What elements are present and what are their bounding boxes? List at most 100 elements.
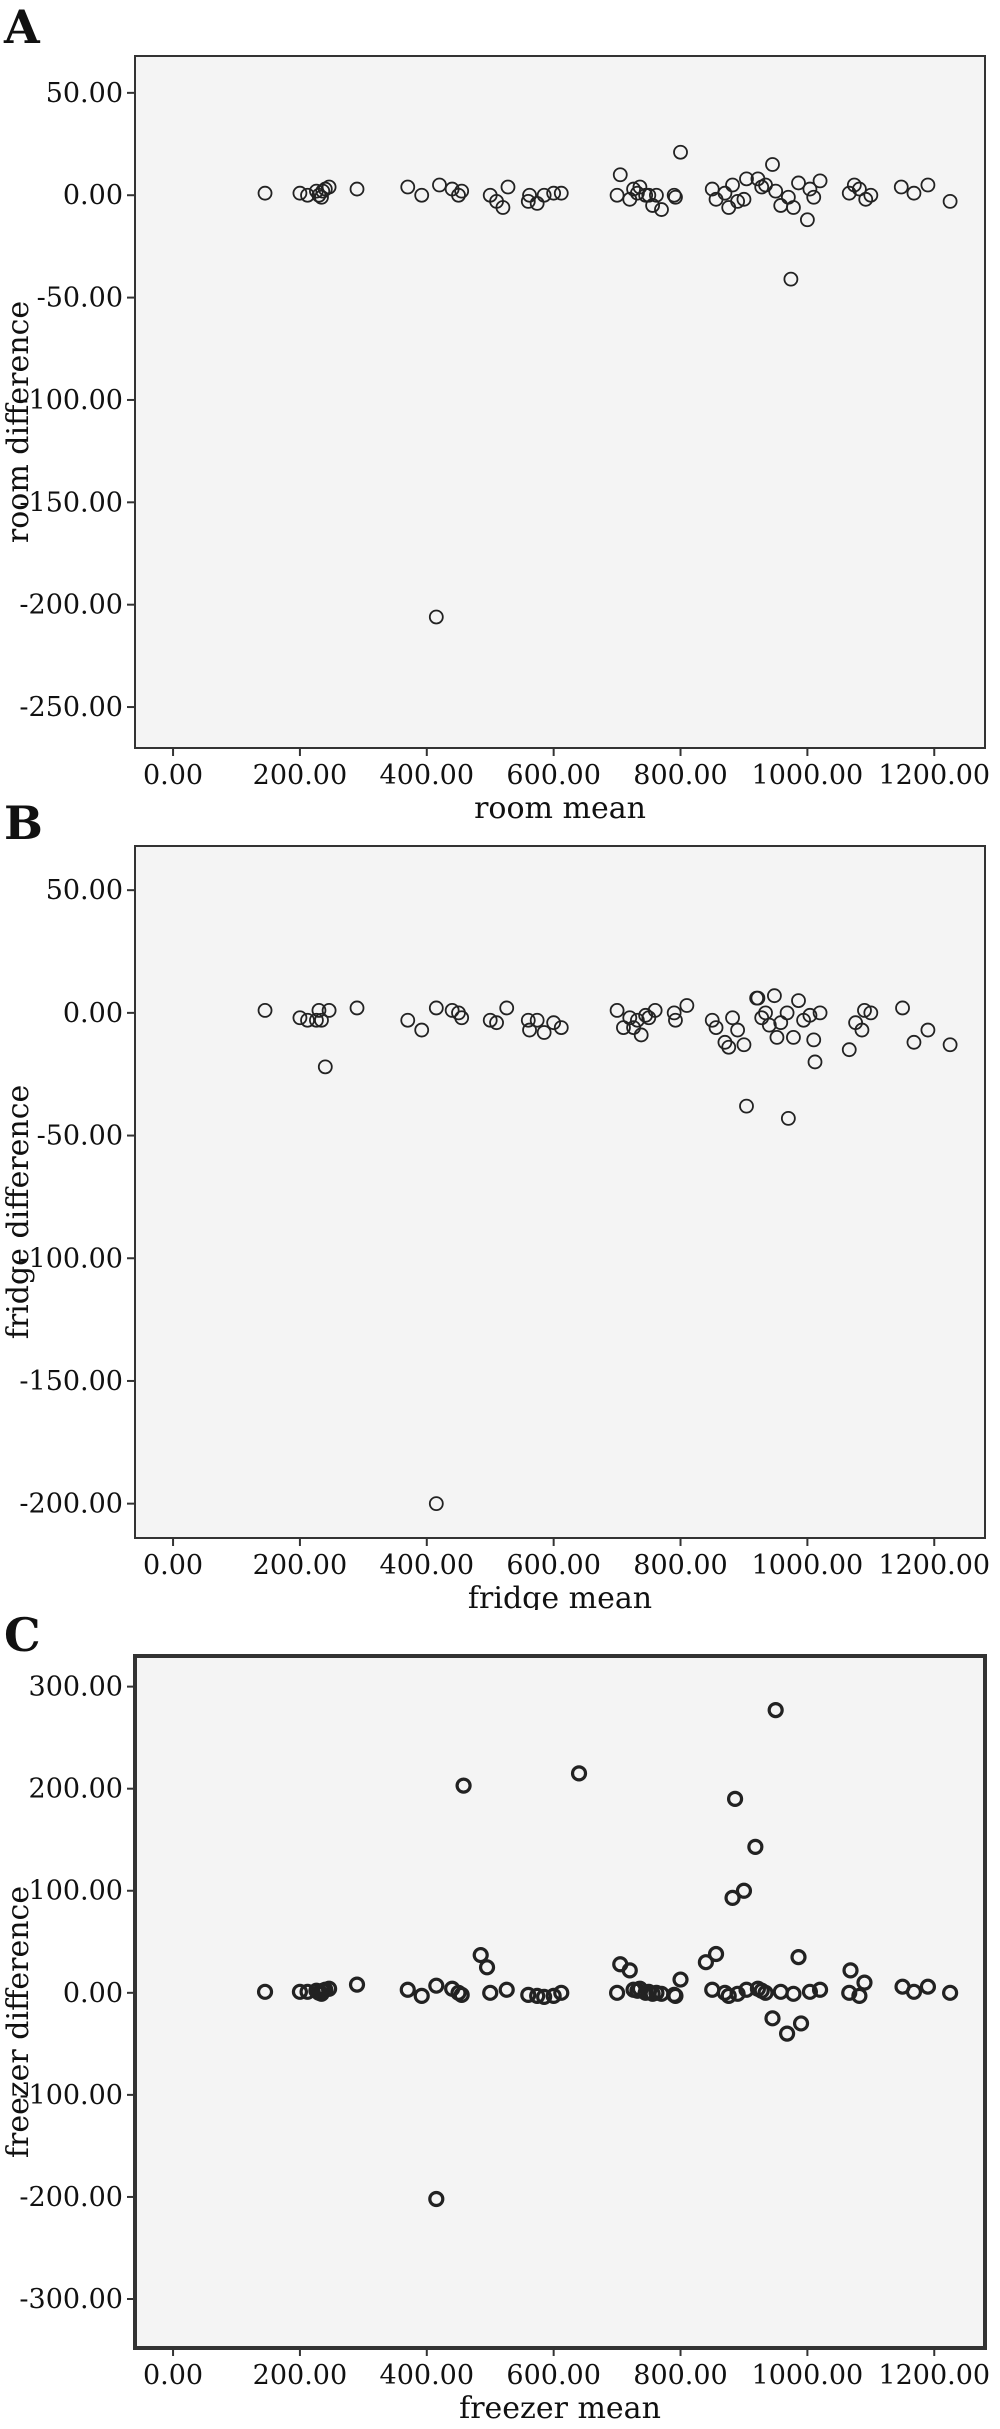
x-tick-label: 1200.00 (878, 1550, 990, 1581)
data-point (482, 1984, 499, 2001)
y-tick-label: 200.00 (29, 1774, 123, 1805)
plot-area (134, 55, 986, 749)
data-point (736, 191, 752, 207)
data-point (667, 1987, 684, 2004)
data-point (321, 179, 337, 195)
data-point (893, 179, 909, 195)
data-point (622, 1010, 638, 1026)
y-tick-label: 100.00 (29, 1876, 123, 1907)
data-point (790, 1948, 807, 1966)
data-point (729, 1985, 746, 2002)
data-point (400, 1012, 416, 1028)
data-point (842, 1962, 859, 1979)
x-tick-label: 0.00 (143, 1550, 203, 1581)
data-point (786, 1030, 801, 1045)
data-point (612, 167, 628, 183)
data-point (414, 187, 430, 203)
y-tick-label: -100.00 (19, 385, 123, 416)
data-point (522, 187, 537, 203)
plot-area (133, 1654, 987, 2350)
y-tick-label: -200.00 (19, 590, 123, 621)
data-point (520, 1986, 537, 2003)
data-point (730, 193, 746, 209)
data-point (309, 1012, 324, 1028)
data-point (779, 1005, 795, 1021)
data-point (645, 198, 661, 213)
data-point (791, 993, 806, 1008)
data-point (444, 1003, 460, 1018)
data-point (778, 2025, 796, 2042)
x-tick-label: 600.00 (506, 2360, 600, 2391)
data-point (863, 187, 879, 203)
data-point (673, 144, 688, 160)
data-point (454, 183, 470, 199)
data-point (453, 1986, 470, 2003)
y-tick-label: -200.00 (19, 2182, 123, 2213)
x-tick-label: 1200.00 (878, 2360, 990, 2391)
data-point (841, 1984, 858, 2001)
data-point (802, 181, 818, 197)
panel-letter-a: A (4, 0, 40, 54)
x-tick-label: 1000.00 (752, 760, 864, 791)
y-tick-label: -100.00 (19, 2080, 123, 2111)
data-point (428, 609, 444, 625)
data-point (414, 1022, 430, 1038)
data-point (314, 1012, 329, 1028)
x-tick-label: 600.00 (506, 760, 600, 791)
data-point (520, 1012, 536, 1028)
data-point (609, 1003, 625, 1018)
data-point (489, 1015, 504, 1031)
data-point (736, 1037, 752, 1053)
data-point (942, 1984, 959, 2001)
data-point (472, 1946, 489, 1964)
data-point (609, 187, 625, 203)
data-point (629, 1012, 645, 1028)
x-tick-label: 1000.00 (752, 1550, 864, 1581)
data-point (707, 1945, 725, 1963)
x-tick-label: 800.00 (633, 760, 727, 791)
data-point (735, 1882, 753, 1899)
data-point (906, 1034, 922, 1050)
data-point (672, 1971, 689, 1988)
data-point (841, 185, 857, 201)
data-point (553, 1020, 569, 1035)
data-point (747, 1838, 764, 1855)
data-point (641, 187, 657, 203)
data-point (720, 1987, 737, 2004)
data-point (754, 1010, 770, 1026)
data-point (668, 189, 683, 205)
x-tick-label: 1000.00 (752, 2360, 864, 2391)
data-point (858, 191, 874, 207)
y-tick-label: -250.00 (19, 692, 123, 723)
data-point (786, 200, 801, 215)
data-point (863, 1005, 879, 1021)
x-axis-label: freezer mean (459, 2391, 661, 2426)
data-point (428, 1977, 445, 1994)
y-tick-label: -50.00 (37, 283, 123, 314)
data-point (399, 1981, 416, 1998)
y-tick-label: -300.00 (19, 2284, 123, 2315)
data-point (349, 1000, 365, 1016)
x-axis-label: fridge mean (468, 1581, 652, 1610)
data-point (311, 1003, 327, 1018)
data-point (717, 1034, 733, 1050)
y-tick-label: 0.00 (63, 998, 123, 1029)
data-point (785, 1985, 802, 2002)
data-point (725, 1010, 740, 1026)
data-point (919, 1978, 937, 1995)
data-point (767, 988, 782, 1004)
data-point (292, 185, 308, 201)
data-point (765, 157, 780, 172)
data-point (317, 1059, 333, 1075)
y-axis-label: fridge difference (1, 1085, 36, 1340)
y-tick-label: -100.00 (19, 1243, 123, 1274)
data-point (942, 193, 958, 209)
y-axis-label: room difference (1, 301, 36, 543)
data-point (498, 1981, 515, 1998)
data-point (802, 1007, 818, 1023)
data-point (846, 177, 862, 193)
scatter-chart-room: 50.00 0.00 -50.00 -100.00 -150.00 -200.00 -250… (1, 55, 990, 826)
data-point (256, 1983, 274, 2000)
data-point (666, 1005, 682, 1021)
y-tick-label: 300.00 (29, 1672, 123, 1703)
